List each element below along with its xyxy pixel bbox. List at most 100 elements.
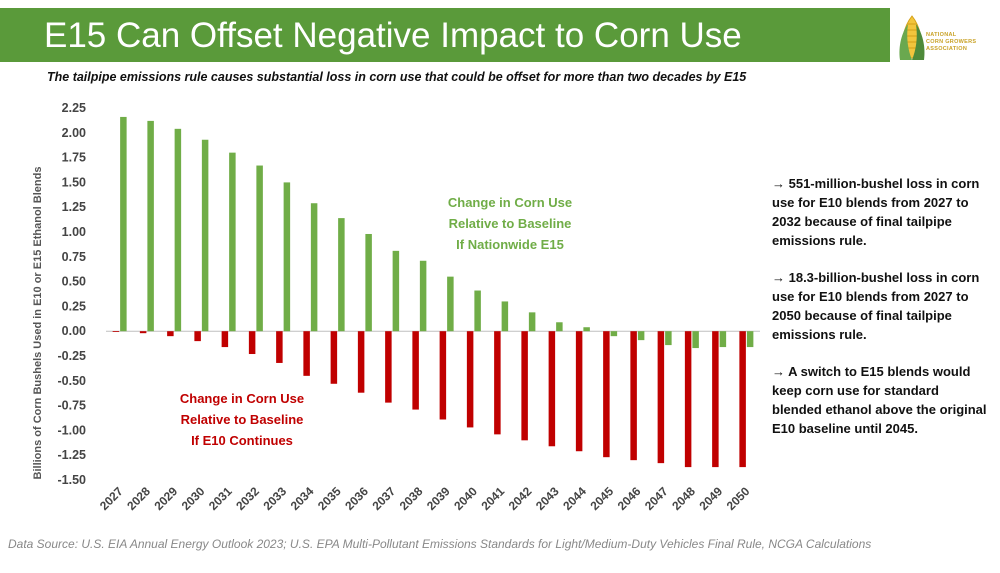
y-tick-label: -0.25 (58, 349, 87, 363)
bar-e15 (447, 276, 454, 332)
chart-subtitle: The tailpipe emissions rule causes subst… (47, 70, 747, 84)
x-tick-label: 2041 (478, 484, 507, 513)
y-tick-label: 1.00 (62, 225, 86, 239)
y-tick-label: 1.50 (62, 175, 86, 189)
y-tick-label: 0.00 (62, 324, 86, 338)
x-tick-label: 2050 (724, 484, 753, 513)
bar-e10 (248, 331, 256, 355)
bar-e10 (330, 331, 338, 384)
bar-e15 (474, 290, 481, 332)
bar-e10 (684, 331, 692, 468)
bar-e10 (466, 331, 474, 428)
bar-e10 (494, 331, 501, 435)
x-tick-label: 2048 (669, 484, 698, 513)
e10-label-line: If E10 Continues (191, 433, 293, 448)
e15-label-line: If Nationwide E15 (456, 237, 564, 252)
bar-e15 (692, 331, 699, 349)
key-findings: → 551-million-bushel loss in corn use fo… (772, 174, 992, 456)
y-tick-label: -1.00 (58, 423, 87, 437)
bar-e15 (719, 331, 727, 348)
x-tick-label: 2049 (696, 484, 725, 513)
y-tick-label: 2.00 (62, 126, 86, 140)
x-tick-label: 2047 (642, 484, 671, 513)
x-tick-label: 2044 (560, 484, 589, 513)
bar-e10 (385, 331, 392, 403)
x-tick-label: 2029 (151, 484, 180, 513)
e15-series-label: Change in Corn Use Relative to Baseline … (420, 192, 600, 255)
data-source-footer: Data Source: U.S. EIA Annual Energy Outl… (8, 537, 872, 551)
y-tick-label: 0.50 (62, 275, 86, 289)
x-tick-label: 2034 (288, 484, 317, 513)
e15-label-line: Change in Corn Use (447, 195, 573, 210)
x-tick-label: 2039 (424, 484, 453, 513)
bar-e10 (139, 331, 147, 334)
ncga-logo: NATIONAL CORN GROWERS ASSOCIATION (898, 12, 993, 64)
bar-e15 (610, 331, 618, 337)
bar-e10 (194, 331, 201, 342)
x-tick-label: 2030 (179, 484, 208, 513)
bar-e10 (439, 331, 447, 420)
y-axis-label: Billions of Corn Bushels Used in E10 or … (32, 166, 44, 480)
finding-note: → A switch to E15 blends would keep corn… (772, 364, 987, 436)
bar-e10 (712, 331, 719, 468)
bar-e15 (201, 139, 209, 332)
bar-e10 (657, 331, 665, 464)
x-tick-label: 2043 (533, 484, 562, 513)
y-tick-label: -1.50 (58, 473, 87, 487)
y-tick-label: 1.25 (62, 200, 86, 214)
logo-text-line2: CORN GROWERS (926, 39, 977, 45)
bar-e15 (338, 218, 345, 332)
y-tick-label: -0.75 (58, 399, 87, 413)
logo-text-line1: NATIONAL (926, 32, 957, 38)
bar-e10 (276, 331, 283, 363)
bar-e15 (665, 331, 672, 346)
y-tick-label: 0.75 (62, 250, 86, 264)
y-tick-label: -1.25 (58, 448, 87, 462)
bar-e10 (739, 331, 746, 468)
x-tick-label: 2036 (342, 484, 371, 513)
bar-e10 (521, 331, 528, 441)
bar-e15 (637, 331, 645, 341)
x-tick-label: 2035 (315, 484, 344, 513)
bar-e10 (357, 331, 365, 393)
bar-e15 (283, 182, 291, 332)
bar-e10 (575, 331, 583, 452)
x-tick-label: 2033 (260, 484, 289, 513)
bar-e15 (501, 301, 509, 332)
bar-e15 (310, 203, 318, 332)
bar-e15 (583, 327, 590, 332)
bar-e15 (229, 152, 236, 332)
x-tick-label: 2040 (451, 484, 480, 513)
x-tick-label: 2027 (97, 484, 126, 513)
x-tick-label: 2038 (397, 484, 426, 513)
x-tick-label: 2037 (369, 484, 398, 513)
corn-icon (899, 15, 925, 60)
bar-e10 (603, 331, 610, 458)
x-tick-label: 2031 (206, 484, 235, 513)
x-tick-label: 2045 (587, 484, 616, 513)
bar-e10 (167, 331, 174, 337)
finding-note: → 551-million-bushel loss in corn use fo… (772, 176, 980, 248)
title-banner: E15 Can Offset Negative Impact to Corn U… (0, 8, 890, 62)
slide-title: E15 Can Offset Negative Impact to Corn U… (44, 16, 742, 55)
bar-e10 (112, 331, 120, 332)
x-tick-label: 2042 (506, 484, 535, 513)
bar-e15 (528, 312, 536, 332)
x-tick-label: 2032 (233, 484, 262, 513)
bar-e15 (556, 322, 563, 332)
e10-series-label: Change in Corn Use Relative to Baseline … (152, 388, 332, 451)
bar-e10 (303, 331, 310, 376)
bar-e15 (120, 116, 127, 332)
finding-note: → 18.3-billion-bushel loss in corn use f… (772, 270, 980, 342)
bar-chart: 2.25 2.00 1.75 1.50 1.25 1.00 0.75 0.50 0.25 0.00… (58, 101, 760, 513)
x-tick-label: 2028 (124, 484, 153, 513)
bar-e10 (548, 331, 556, 447)
y-tick-label: -0.50 (58, 374, 87, 388)
y-tick-label: 1.75 (62, 151, 86, 165)
e10-label-line: Relative to Baseline (180, 412, 304, 427)
bar-e10 (221, 331, 229, 348)
bar-e15 (147, 120, 154, 332)
bar-e15 (365, 233, 372, 332)
x-tick-label: 2046 (615, 484, 644, 513)
bar-e10 (630, 331, 637, 461)
